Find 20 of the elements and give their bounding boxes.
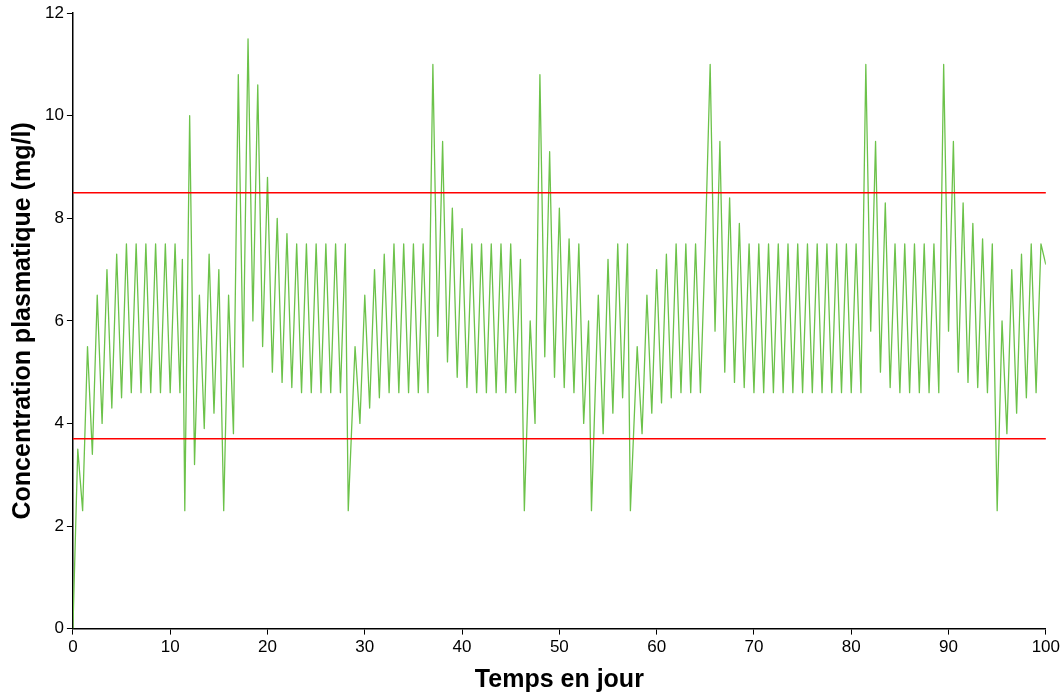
y-tick-label: 8 <box>54 208 64 228</box>
x-tick-label: 100 <box>1031 637 1061 657</box>
y-tick-label: 12 <box>44 2 64 22</box>
y-tick-label: 6 <box>54 310 64 330</box>
x-tick-label: 30 <box>355 637 375 657</box>
x-tick-label: 80 <box>841 637 861 657</box>
y-axis-title: Concentration plasmatique (mg/l) <box>6 122 35 520</box>
y-tick-label: 2 <box>54 515 64 535</box>
x-tick-label: 60 <box>647 637 667 657</box>
x-tick-label: 90 <box>939 637 958 657</box>
y-tick-label: 10 <box>44 105 64 125</box>
x-tick-label: 10 <box>160 637 180 657</box>
x-tick-label: 70 <box>744 637 764 657</box>
x-tick-label: 50 <box>549 637 569 657</box>
x-tick-label: 40 <box>452 637 472 657</box>
y-tick-label: 0 <box>54 618 64 638</box>
x-tick-label: 20 <box>258 637 277 657</box>
x-axis-title: Temps en jour <box>474 663 645 692</box>
x-tick-label: 0 <box>68 637 78 657</box>
y-tick-label: 4 <box>54 413 64 433</box>
